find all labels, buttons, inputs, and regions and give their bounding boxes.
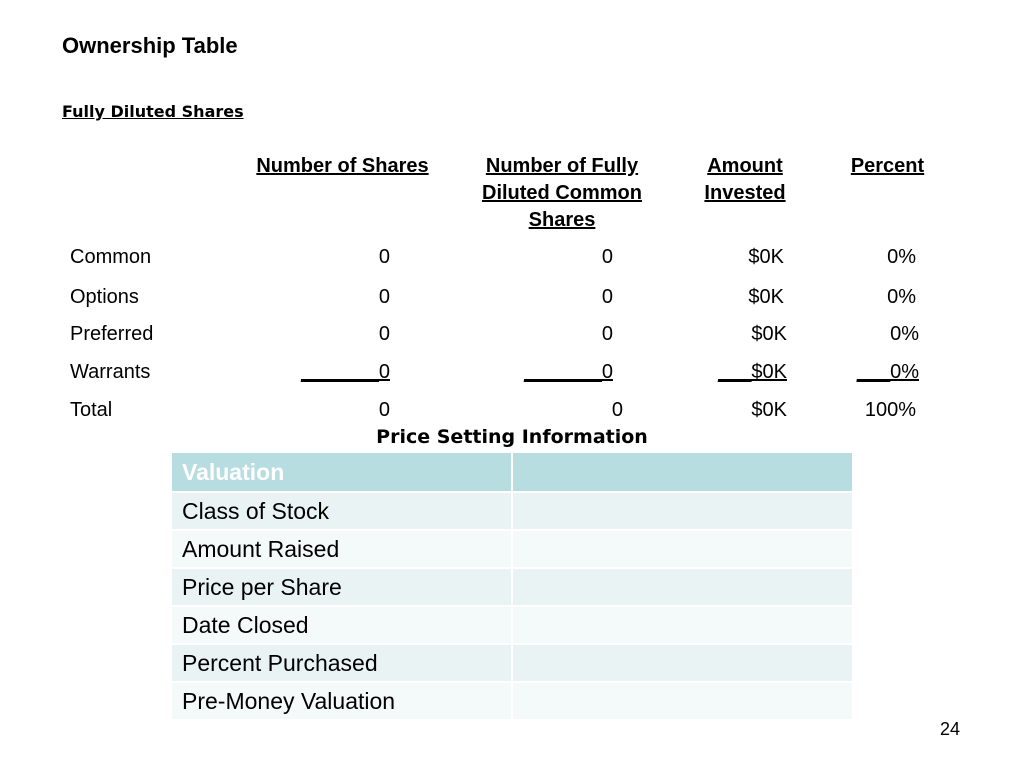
price-label-pre-money-valuation: Pre-Money Valuation <box>169 681 514 721</box>
common-invested: $0K <box>748 246 784 268</box>
common-shares: 0 <box>378 246 390 268</box>
row-label-preferred: Preferred <box>70 323 154 345</box>
header-amount-invested: Amount Invested <box>690 153 800 207</box>
common-diluted: 0 <box>601 246 613 268</box>
price-value-price-per-share <box>511 567 854 607</box>
table-row: Pre-Money Valuation <box>169 681 854 721</box>
table-row: Percent Purchased <box>169 643 854 683</box>
page-title: Ownership Table <box>62 33 238 58</box>
preferred-percent: 0% <box>890 323 919 345</box>
table-row: Class of Stock <box>169 491 854 531</box>
options-shares: 0 <box>378 286 390 308</box>
price-label-date-closed: Date Closed <box>169 605 514 645</box>
row-label-options: Options <box>70 286 139 308</box>
table-row: Amount Raised <box>169 529 854 569</box>
price-value-amount-raised <box>511 529 854 569</box>
total-percent: 100% <box>864 399 916 421</box>
price-value-valuation <box>511 451 854 493</box>
page-number: 24 <box>940 719 961 739</box>
preferred-diluted: 0 <box>601 323 613 345</box>
price-label-valuation: Valuation <box>169 451 514 493</box>
header-fully-diluted: Number of Fully Diluted Common Shares <box>462 153 662 234</box>
header-fully-diluted-line-1: Number of Fully <box>485 155 639 177</box>
warrants-invested: ___$0K <box>718 361 787 383</box>
price-label-price-per-share: Price per Share <box>169 567 514 607</box>
row-label-total: Total <box>70 399 113 421</box>
header-amount-invested-line-1: Amount <box>707 155 783 177</box>
price-label-percent-purchased: Percent Purchased <box>169 643 514 683</box>
price-value-percent-purchased <box>511 643 854 683</box>
price-label-amount-raised: Amount Raised <box>169 529 514 569</box>
options-invested: $0K <box>748 286 784 308</box>
price-setting-title: Price Setting Information <box>376 426 648 448</box>
row-label-warrants: Warrants <box>70 361 151 383</box>
price-value-class-of-stock <box>511 491 854 531</box>
header-amount-invested-line-2: Invested <box>704 182 786 204</box>
warrants-diluted: _______0 <box>524 361 613 383</box>
table-row: Date Closed <box>169 605 854 645</box>
common-percent: 0% <box>887 246 916 268</box>
header-fully-diluted-line-2: Diluted Common <box>482 182 642 204</box>
price-value-pre-money-valuation <box>511 681 854 721</box>
table-row: Valuation <box>169 451 854 493</box>
preferred-invested: $0K <box>751 323 787 345</box>
header-fully-diluted-line-3: Shares <box>528 209 596 231</box>
price-value-date-closed <box>511 605 854 645</box>
warrants-shares: _______0 <box>301 361 390 383</box>
price-label-class-of-stock: Class of Stock <box>169 491 514 531</box>
section-subtitle: Fully Diluted Shares <box>62 102 244 121</box>
preferred-shares: 0 <box>378 323 390 345</box>
options-percent: 0% <box>887 286 916 308</box>
price-setting-table: Valuation Class of Stock Amount Raised P… <box>169 451 854 721</box>
table-row: Price per Share <box>169 567 854 607</box>
warrants-percent: ___0% <box>856 361 919 383</box>
total-invested: $0K <box>751 399 787 421</box>
header-number-of-shares: Number of Shares <box>256 155 429 177</box>
row-label-common: Common <box>70 246 152 268</box>
total-shares: 0 <box>378 399 390 421</box>
total-diluted: 0 <box>611 399 623 421</box>
options-diluted: 0 <box>601 286 613 308</box>
header-percent: Percent <box>850 155 925 177</box>
